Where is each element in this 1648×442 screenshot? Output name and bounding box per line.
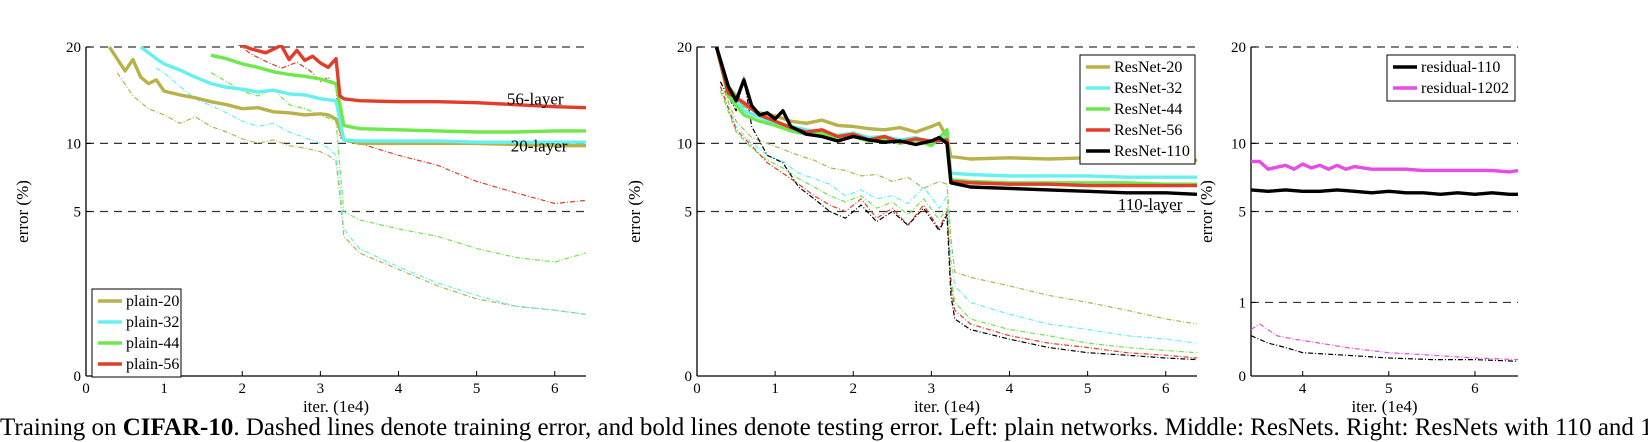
- x-tick-label: 2: [850, 381, 858, 397]
- x-tick-label: 4: [395, 381, 403, 397]
- legend-label-resnet-20: ResNet-20: [1114, 59, 1182, 76]
- x-tick-label: 0: [82, 381, 90, 397]
- series-line-resnet-20-train: [719, 81, 1197, 325]
- y-tick-label: 20: [677, 40, 692, 56]
- series-line-resnet-56-train: [719, 86, 1197, 359]
- x-axis-label: iter. (1e4): [914, 397, 980, 416]
- series-line-resnet-44-train: [719, 90, 1197, 354]
- y-tick-label: 1: [1239, 295, 1247, 311]
- legend-label-plain-32: plain-32: [126, 314, 179, 331]
- series-line-residual-110-train: [1251, 335, 1518, 362]
- series-line-plain-56-train: [238, 45, 586, 205]
- series-line-residual-1202-train: [1251, 323, 1518, 361]
- series-line-plain-56-test: [237, 45, 586, 110]
- y-tick-label: 0: [74, 369, 82, 385]
- legend-label-plain-44: plain-44: [126, 335, 179, 352]
- x-tick-label: 1: [771, 381, 779, 397]
- x-tick-label: 5: [1385, 381, 1393, 397]
- deep-resnets-panel: 4 5 6 0 1 5 10 20 iter. (1e4) error (%) residual-1…: [1197, 40, 1518, 416]
- figure-caption: Training on CIFAR-10. Dashed lines denot…: [0, 414, 1648, 442]
- y-tick-label: 0: [1239, 369, 1247, 385]
- annotation-110-layer: 110-layer: [1118, 195, 1183, 214]
- legend-label-resnet-56: ResNet-56: [1114, 122, 1182, 139]
- y-axis-label: error (%): [625, 180, 644, 243]
- y-tick-label: 5: [685, 205, 693, 221]
- legend: ResNet-20 ResNet-32 ResNet-44 ResNet-56 ResN…: [1079, 54, 1196, 165]
- series-line-plain-32-train: [156, 67, 586, 315]
- series-line-residual-110-test: [1251, 188, 1518, 197]
- x-tick-label: 1: [160, 381, 168, 397]
- x-tick-label: 4: [1006, 381, 1014, 397]
- series-line-plain-20-test: [107, 46, 586, 148]
- legend-label-residual-110: residual-110: [1421, 59, 1500, 76]
- legend-label-resnet-32: ResNet-32: [1114, 80, 1182, 97]
- annotation-20-layer: 20-layer: [511, 137, 568, 156]
- x-axis-label: iter. (1e4): [303, 397, 369, 416]
- series-line-plain-44-test: [210, 53, 586, 134]
- legend-label-plain-20: plain-20: [126, 293, 179, 310]
- caption-text: . Dashed lines denote training error, an…: [233, 414, 1648, 441]
- legend-label-residual-1202: residual-1202: [1421, 80, 1509, 97]
- series-line-resnet-110-test: [714, 46, 1197, 196]
- y-tick-label: 20: [1231, 40, 1246, 56]
- legend-label-resnet-44: ResNet-44: [1114, 101, 1182, 118]
- x-tick-label: 0: [693, 381, 701, 397]
- legend-box: [1386, 54, 1516, 102]
- x-tick-label: 4: [1299, 381, 1307, 397]
- legend: plain-20 plain-32 plain-44 plain-56: [91, 288, 182, 378]
- y-axis-label: error (%): [13, 180, 32, 243]
- y-tick-label: 5: [1239, 205, 1247, 221]
- y-tick-label: 20: [66, 40, 81, 56]
- series-line-plain-20-train: [116, 72, 586, 315]
- x-tick-label: 6: [1471, 381, 1479, 397]
- series-line-plain-32-test: [139, 45, 586, 144]
- x-tick-label: 3: [928, 381, 936, 397]
- x-tick-label: 3: [317, 381, 325, 397]
- y-axis-label: error (%): [1197, 180, 1216, 243]
- series-line-resnet-56-test: [714, 46, 1197, 188]
- x-tick-label: 6: [551, 381, 559, 397]
- series-line-residual-1202-test: [1251, 159, 1518, 174]
- x-axis-label: iter. (1e4): [1351, 397, 1417, 416]
- y-tick-label: 10: [1231, 136, 1246, 152]
- legend: residual-110 residual-1202: [1386, 54, 1516, 102]
- y-tick-label: 5: [74, 205, 82, 221]
- y-tick-label: 10: [677, 136, 692, 152]
- legend-label-plain-56: plain-56: [126, 356, 179, 373]
- plain-networks-panel: 0 1 2 3 4 5 6 0 5 10 20 iter. (1e4) error (%) 56-laye…: [13, 40, 586, 416]
- series-line-plain-44-train: [210, 72, 586, 263]
- x-tick-label: 5: [1084, 381, 1092, 397]
- caption-prefix: Training on: [0, 414, 123, 441]
- x-tick-label: 2: [239, 381, 247, 397]
- legend-label-resnet-110: ResNet-110: [1114, 143, 1190, 160]
- annotation-56-layer: 56-layer: [507, 90, 564, 109]
- series-line-resnet-32-train: [719, 86, 1197, 344]
- y-tick-label: 0: [685, 369, 693, 385]
- caption-dataset: CIFAR-10: [122, 414, 234, 441]
- x-tick-label: 5: [473, 381, 481, 397]
- x-tick-label: 6: [1162, 381, 1170, 397]
- y-tick-label: 10: [66, 136, 81, 152]
- series-line-resnet-20-test: [714, 46, 1197, 162]
- series-line-resnet-110-train: [719, 76, 1197, 361]
